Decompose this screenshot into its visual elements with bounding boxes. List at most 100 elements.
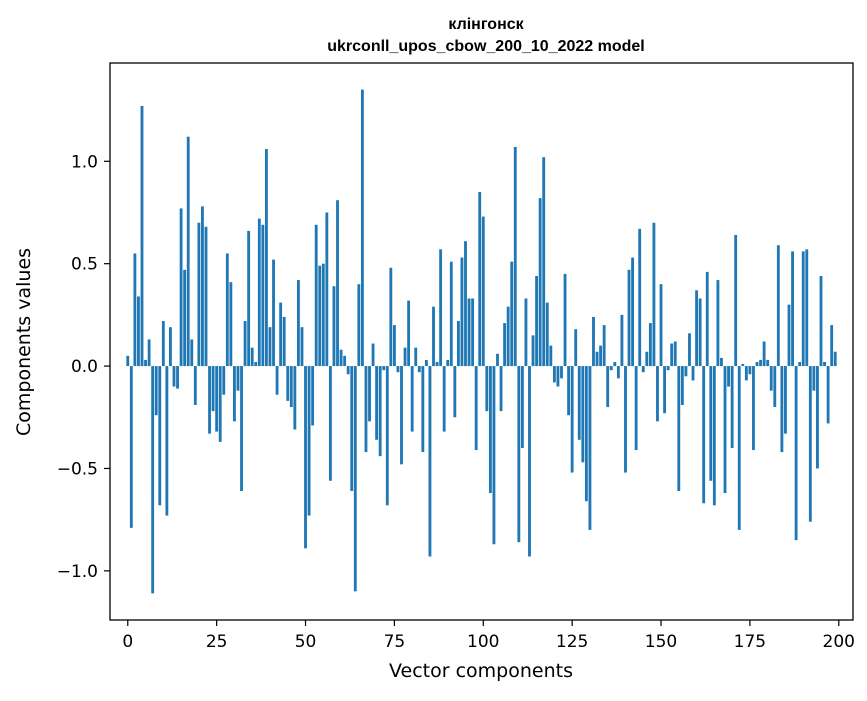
x-tick-label: 100 [467, 632, 499, 652]
bar-147 [648, 323, 652, 367]
bar-17 [186, 136, 190, 367]
bar-139 [620, 314, 624, 367]
bar-55 [321, 263, 325, 367]
bar-188 [794, 366, 798, 541]
bar-129 [584, 366, 588, 502]
bar-86 [432, 306, 435, 367]
bar-27 [222, 366, 226, 395]
chart-title-line1: клінгонск [448, 16, 524, 33]
bar-123 [563, 273, 567, 367]
bar-89 [442, 366, 446, 432]
bar-156 [680, 366, 684, 405]
bar-88 [439, 249, 443, 367]
bar-116 [538, 198, 542, 367]
bar-16 [183, 269, 187, 367]
bar-127 [577, 366, 581, 440]
bar-143 [634, 366, 638, 451]
x-axis-label: Vector components [389, 660, 573, 682]
bar-21 [201, 206, 204, 367]
bar-85 [428, 366, 432, 557]
bar-40 [268, 327, 272, 367]
bar-104 [496, 353, 499, 367]
bar-18 [190, 339, 194, 367]
bar-145 [641, 366, 645, 373]
x-tick-label: 200 [823, 632, 855, 652]
x-tick-label: 0 [122, 632, 133, 652]
bar-133 [599, 345, 603, 367]
y-tick-label: 0.0 [71, 357, 98, 377]
bar-137 [613, 361, 617, 367]
bar-136 [609, 366, 613, 371]
bar-30 [233, 366, 236, 422]
x-tick-label: 25 [206, 632, 228, 652]
bar-74 [389, 267, 393, 367]
bar-106 [503, 323, 507, 367]
x-tick-label: 75 [384, 632, 406, 652]
y-tick-label: 1.0 [71, 152, 98, 172]
bar-65 [357, 284, 361, 367]
bar-6 [147, 339, 151, 367]
bar-157 [684, 366, 688, 377]
bar-22 [204, 226, 208, 367]
bar-53 [314, 224, 318, 367]
bar-193 [812, 366, 816, 391]
bar-70 [375, 366, 379, 440]
bar-182 [773, 366, 777, 408]
bar-2 [133, 253, 137, 367]
bar-174 [744, 366, 748, 381]
bar-114 [531, 335, 535, 367]
bar-19 [193, 366, 197, 405]
bar-149 [656, 366, 659, 422]
bar-165 [712, 366, 716, 506]
bar-153 [670, 343, 674, 367]
bar-113 [528, 366, 531, 557]
bar-196 [823, 361, 826, 367]
bar-48 [296, 280, 300, 367]
bar-101 [485, 366, 489, 412]
bar-192 [808, 366, 812, 522]
bar-73 [385, 366, 389, 506]
bar-81 [414, 347, 418, 367]
bar-47 [293, 366, 297, 430]
bar-125 [570, 366, 574, 473]
bar-31 [236, 366, 240, 391]
bar-150 [659, 284, 663, 367]
bar-195 [819, 275, 823, 367]
bar-167 [720, 357, 723, 367]
bar-58 [332, 286, 336, 367]
bar-82 [417, 366, 421, 373]
bar-169 [727, 366, 730, 387]
bar-131 [592, 316, 595, 367]
bar-78 [403, 347, 407, 367]
bar-97 [471, 298, 475, 367]
bar-148 [652, 222, 656, 367]
bar-180 [766, 359, 770, 367]
bar-29 [229, 282, 233, 367]
bar-39 [265, 149, 268, 367]
bar-175 [748, 366, 752, 375]
bar-119 [549, 345, 553, 367]
x-tick-label: 125 [556, 632, 588, 652]
bar-105 [499, 366, 503, 412]
y-ticks-group: −1.0 −0.5 0.0 0.5 1.0 [57, 152, 110, 582]
bar-4 [140, 106, 144, 367]
bar-132 [595, 351, 599, 367]
bar-5 [144, 359, 147, 367]
bar-159 [691, 366, 695, 381]
bar-0 [126, 355, 130, 367]
bar-37 [257, 218, 261, 367]
bar-32 [240, 366, 243, 491]
bar-142 [631, 257, 635, 367]
bar-160 [695, 290, 698, 367]
bar-84 [424, 359, 428, 367]
bar-28 [225, 253, 229, 367]
bar-171 [734, 235, 738, 367]
bar-20 [197, 222, 201, 367]
bar-96 [467, 298, 471, 367]
bar-92 [453, 366, 457, 418]
bar-100 [481, 216, 485, 367]
bar-124 [567, 366, 571, 416]
bar-90 [446, 359, 450, 367]
bar-172 [737, 366, 741, 530]
